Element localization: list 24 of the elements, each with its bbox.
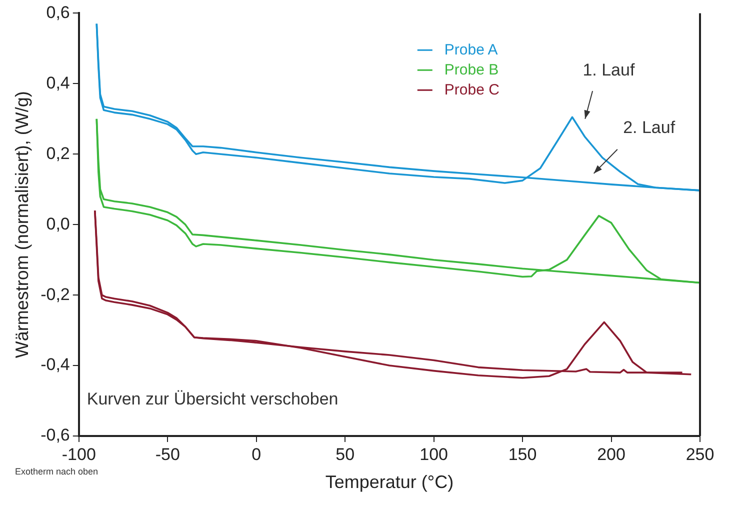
y-tick-label: -0,4 xyxy=(40,355,70,374)
y-tick-label: -0,2 xyxy=(40,284,70,304)
x-tick-label: -50 xyxy=(155,444,180,464)
x-tick-label: -100 xyxy=(62,444,96,464)
y-tick-label: 0,2 xyxy=(46,144,70,163)
legend-label: Probe A xyxy=(444,41,498,58)
y-tick-label: 0,0 xyxy=(46,214,70,234)
x-tick-label: 200 xyxy=(597,444,626,464)
x-tick-label: 150 xyxy=(508,444,537,464)
annotation: Kurven zur Übersicht verschoben xyxy=(86,390,338,409)
legend-label: Probe C xyxy=(444,81,500,98)
x-tick-label: 100 xyxy=(420,444,448,464)
y-tick-label: 0,6 xyxy=(46,2,70,22)
y-tick-label: -0,6 xyxy=(40,426,70,445)
x-tick-label: 250 xyxy=(686,444,714,464)
text: Exotherm nach oben xyxy=(15,466,98,476)
annotation: 1. Lauf xyxy=(582,60,635,80)
y-tick-label: 0,4 xyxy=(46,73,70,92)
annotation: 2. Lauf xyxy=(623,118,676,137)
x-axis-title: Temperatur (°C) xyxy=(325,472,454,492)
legend-label: Probe B xyxy=(444,61,499,78)
y-axis-title: Wärmestrom (normalisiert), (W/g) xyxy=(12,91,32,358)
x-tick-label: 50 xyxy=(336,444,355,464)
x-tick-label: 0 xyxy=(252,444,262,464)
